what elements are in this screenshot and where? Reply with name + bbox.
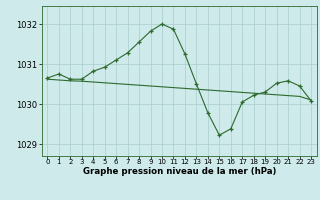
X-axis label: Graphe pression niveau de la mer (hPa): Graphe pression niveau de la mer (hPa) <box>83 167 276 176</box>
